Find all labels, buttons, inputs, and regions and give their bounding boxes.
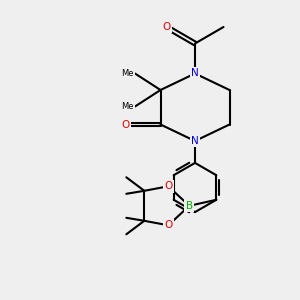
Text: O: O [164, 181, 172, 191]
Text: N: N [191, 68, 199, 79]
Text: Me: Me [121, 102, 134, 111]
Text: O: O [162, 22, 171, 32]
Text: Me: Me [121, 69, 134, 78]
Text: O: O [122, 119, 130, 130]
Text: N: N [191, 136, 199, 146]
Text: O: O [164, 220, 172, 230]
Text: B: B [186, 201, 193, 211]
